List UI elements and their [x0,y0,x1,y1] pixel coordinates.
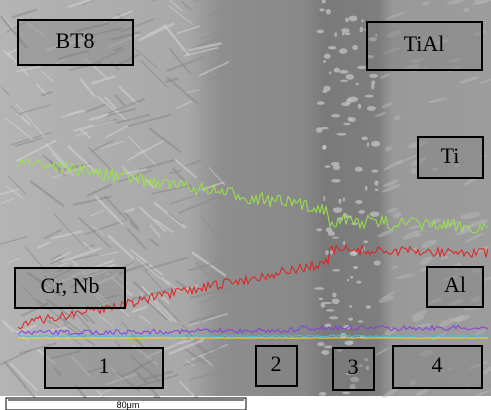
particle [328,46,337,50]
particle [357,66,367,70]
particle [375,189,379,191]
particle [350,276,353,279]
particle [314,287,324,290]
particle [361,136,367,140]
particle [333,207,343,213]
particle [341,28,349,33]
particle [319,8,324,11]
particle [371,169,378,172]
particle [334,32,337,37]
particle [324,346,333,349]
particle [367,106,376,111]
particle [326,9,331,15]
particle [349,117,355,122]
particle [365,95,374,98]
particle [331,114,340,117]
particle [371,141,380,147]
particle [317,30,324,34]
particle [355,200,362,204]
particle [356,83,359,86]
particle [349,16,358,22]
zone-label: 2 [271,351,282,376]
particle [324,165,330,168]
particle [331,179,340,183]
particle [362,19,364,22]
particle [329,71,331,74]
particle [316,228,322,231]
particle [370,211,380,217]
particle [367,142,369,146]
alloy-label: BT8 [55,28,94,53]
particle [348,318,353,321]
particle [363,240,368,243]
particle [329,316,338,319]
particle [344,341,353,346]
particle [339,70,348,74]
element-label: Cr, Nb [40,273,99,298]
particle [346,98,352,104]
particle [328,231,335,236]
zone-label: 3 [348,354,359,379]
element-label: Al [444,272,466,297]
particle [319,392,327,396]
particle [317,101,325,105]
particle [334,68,340,73]
particle [353,266,358,269]
particle [342,392,350,395]
particle [332,298,340,304]
particle [359,27,363,33]
particle [331,162,340,166]
particle [316,127,323,132]
particle [338,198,341,203]
particle [343,241,345,245]
particle [346,74,354,80]
particle [321,350,329,355]
particle [343,123,350,126]
micrograph: BT8 TiAl Ti Cr, Nb Al 1 2 3 4 80μm [0,0,491,410]
particle [324,54,331,59]
particle [342,32,344,35]
particle [321,302,325,308]
particle [343,197,345,201]
particle [366,305,371,309]
particle [355,167,363,172]
element-label: Ti [441,143,460,168]
particle [365,186,368,190]
particle [332,237,339,239]
particle [332,269,340,271]
particle [340,80,348,82]
particle [347,279,349,282]
particle [319,298,323,300]
particle [356,281,361,284]
particle [369,74,378,78]
particle [374,261,381,266]
particle [371,80,375,84]
particle [317,342,325,346]
zone-label: 1 [99,353,110,378]
zone-label: 4 [432,352,443,377]
particle [358,104,361,109]
alloy-label: TiAl [404,31,445,56]
particle [358,320,363,322]
particle [326,309,334,312]
scale-bar-label: 80μm [117,400,140,410]
particle [325,250,328,255]
particle [322,90,327,93]
particle [323,60,326,63]
particle [374,180,378,185]
particle [352,45,358,50]
particle [323,196,325,201]
particle [345,33,351,36]
particle [358,210,365,214]
particle [345,18,349,23]
particle [337,133,347,136]
particle [349,305,352,308]
particle [332,293,336,298]
particle [339,48,347,54]
particle [322,145,326,149]
